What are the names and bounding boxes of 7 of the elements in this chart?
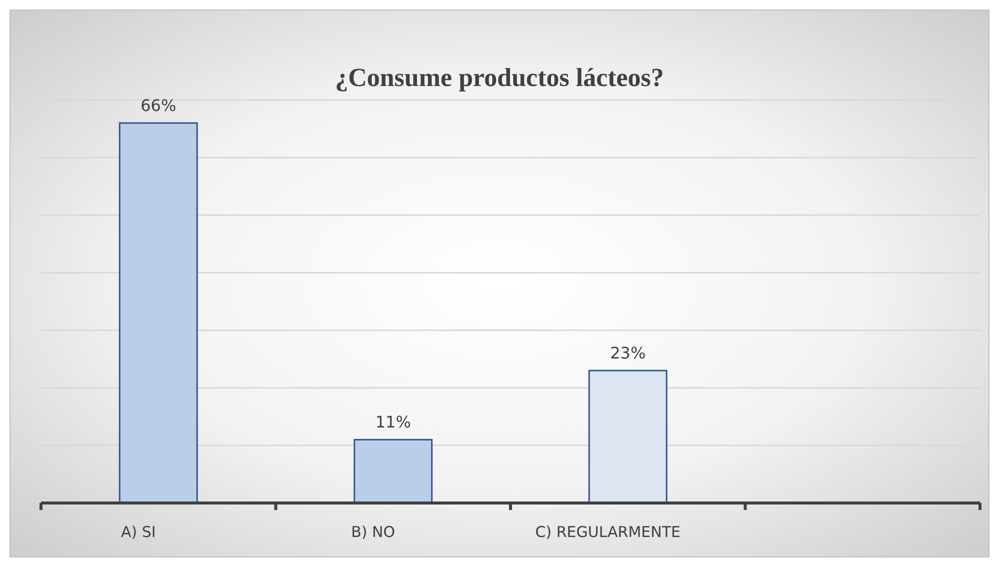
data-label: 23% <box>610 344 646 363</box>
x-tick-label: A) SI <box>120 523 156 541</box>
x-tick-label: C) REGULARMENTE <box>535 523 681 541</box>
chart-title: ¿Consume productos lácteos? <box>335 63 664 92</box>
data-label: 11% <box>375 412 411 432</box>
data-label: 66% <box>140 96 176 116</box>
x-tick-label: B) NO <box>351 523 396 541</box>
